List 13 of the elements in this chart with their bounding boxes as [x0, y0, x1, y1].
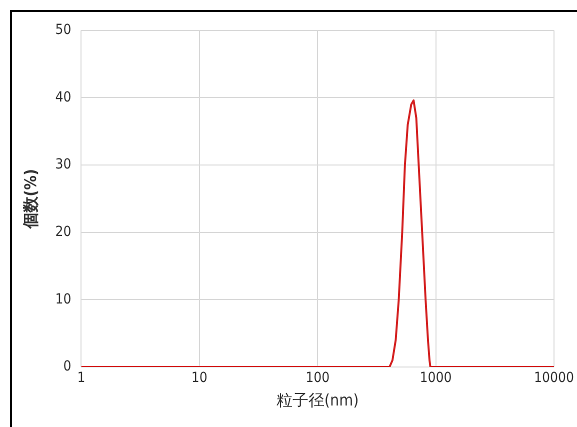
y-axis-title: 個数(%) — [20, 168, 40, 230]
x-tick-label: 10 — [191, 370, 208, 386]
x-tick-label: 1 — [77, 370, 86, 386]
y-tick-label: 40 — [55, 89, 72, 106]
y-tick-label: 10 — [55, 291, 72, 308]
x-tick-label: 10000 — [534, 370, 574, 386]
x-tick-label: 100 — [306, 370, 330, 386]
y-tick-label: 20 — [55, 224, 72, 240]
x-axis-title: 粒子径(nm) — [276, 390, 359, 410]
x-tick-label: 1000 — [420, 370, 452, 386]
y-tick-label: 0 — [63, 358, 72, 375]
y-tick-label: 50 — [55, 22, 72, 38]
y-tick-label: 30 — [55, 156, 72, 173]
